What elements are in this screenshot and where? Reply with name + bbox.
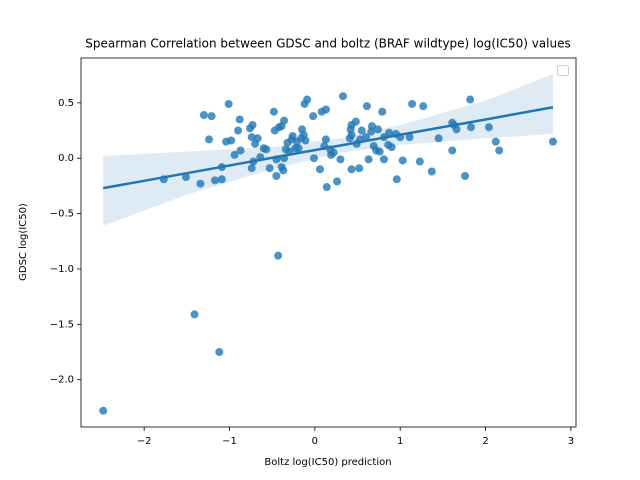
scatter-point [301, 136, 310, 145]
y-tick-label: 0.0 [58, 153, 74, 164]
scatter-point [217, 175, 226, 184]
plot-frame [80, 57, 577, 428]
scatter-point [205, 135, 214, 144]
scatter-point [355, 164, 364, 173]
scatter-point [347, 130, 356, 139]
scatter-point [215, 348, 224, 357]
scatter-point [288, 132, 297, 141]
scatter-point [491, 137, 500, 146]
x-tick-label: 0 [312, 436, 318, 447]
scatter-point [265, 164, 274, 173]
scatter-point [315, 165, 324, 174]
scatter-point [253, 134, 262, 143]
scatter-point [405, 133, 414, 142]
scatter-point [269, 107, 278, 116]
scatter-point [484, 123, 493, 132]
scatter-point [207, 112, 216, 121]
x-tick-label: 2 [482, 436, 488, 447]
legend-box [557, 65, 569, 76]
scatter-point [322, 183, 331, 192]
scatter-point [274, 251, 283, 260]
scatter-point [347, 165, 356, 174]
x-axis-label: Boltz log(IC50) prediction [264, 457, 391, 468]
x-tick-label: −1 [222, 436, 237, 447]
x-tick-label: −2 [137, 436, 152, 447]
y-tick-label: −1.5 [50, 319, 74, 330]
scatter-point [357, 126, 366, 135]
scatter-point [362, 133, 371, 142]
scatter-point [279, 166, 288, 175]
scatter-point [385, 128, 394, 137]
y-tick-label: 0.5 [58, 98, 74, 109]
scatter-point [379, 155, 388, 164]
x-tick-label: 3 [568, 436, 574, 447]
scatter-point [378, 107, 387, 116]
scatter-point [280, 116, 289, 125]
y-tick-label: −1.0 [50, 264, 74, 275]
scatter-point [419, 102, 428, 111]
scatter-point [247, 164, 256, 173]
scatter-point [321, 135, 330, 144]
scatter-point [408, 99, 417, 108]
scatter-point [236, 146, 245, 155]
scatter-point [427, 167, 436, 176]
scatter-point [321, 105, 330, 114]
scatter-point [196, 179, 205, 188]
scatter-point [99, 406, 108, 415]
scatter-point [398, 156, 407, 165]
y-tick-label: −0.5 [50, 209, 74, 220]
scatter-point [190, 310, 199, 319]
scatter-point [375, 147, 384, 156]
scatter-point [392, 175, 401, 184]
scatter-point [262, 145, 271, 154]
scatter-point [333, 177, 342, 186]
scatter-point [248, 121, 257, 130]
scatter-point [351, 117, 360, 126]
scatter-point [374, 125, 382, 134]
scatter-point [329, 148, 338, 157]
scatter-point [230, 150, 239, 159]
scatter-point [548, 137, 557, 146]
scatter-point [272, 171, 281, 180]
y-axis-label: GDSC log(IC50) [18, 203, 29, 281]
scatter-point [210, 176, 219, 185]
scatter-point [199, 111, 208, 120]
x-tick-label: 1 [397, 436, 403, 447]
scatter-point [448, 146, 457, 155]
scatter-point [362, 102, 371, 111]
scatter-point [309, 112, 318, 121]
scatter-point [434, 134, 443, 143]
scatter-point [224, 99, 233, 108]
scatter-point [368, 122, 377, 131]
scatter-point [234, 126, 243, 135]
scatter-point [309, 154, 318, 163]
scatter-point [466, 95, 475, 104]
scatter-point [467, 123, 476, 132]
scatter-point [294, 144, 303, 153]
scatter-point [303, 95, 312, 104]
scatter-point [227, 136, 236, 145]
scatter-point [235, 115, 244, 124]
scatter-point [181, 173, 190, 182]
scatter-point [336, 155, 345, 164]
regression-line [102, 106, 554, 190]
scatter-point [364, 155, 373, 164]
scatter-point [339, 92, 348, 101]
scatter-point [247, 133, 256, 142]
scatter-point [495, 146, 504, 155]
scatter-point [387, 143, 396, 152]
scatter-point [415, 157, 424, 166]
y-tick-label: −2.0 [50, 375, 74, 386]
chart-title: Spearman Correlation between GDSC and bo… [85, 37, 570, 51]
scatter-point [461, 171, 470, 180]
scatter-point [452, 125, 461, 134]
